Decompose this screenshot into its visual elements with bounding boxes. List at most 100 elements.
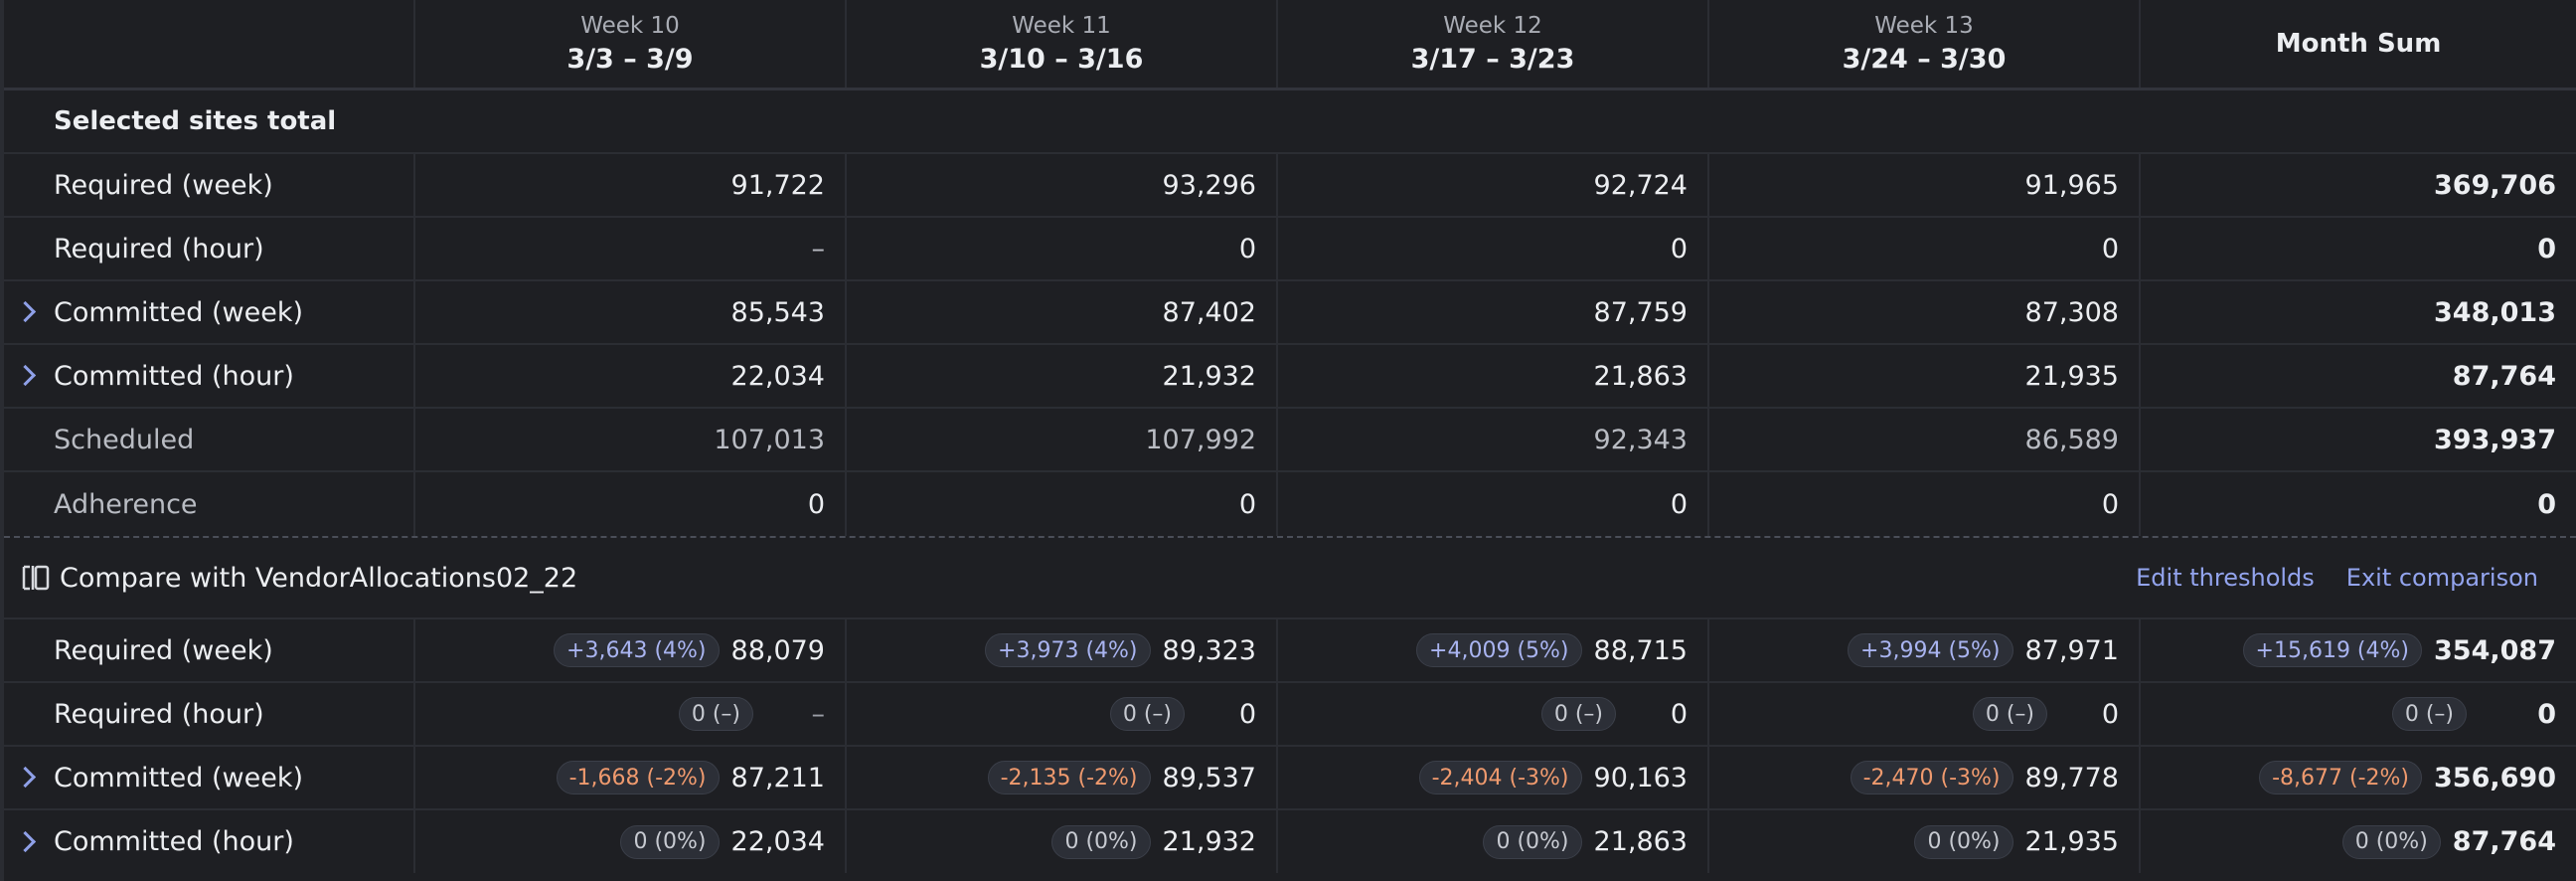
delta-badge: -8,677 (-2%) [2259, 761, 2423, 794]
header-month-sum: Month Sum [2141, 0, 2576, 88]
compare-value: 89,323 [1162, 634, 1256, 666]
row-label: Required (hour) [4, 218, 415, 279]
table-cell: 0 [1709, 218, 2141, 279]
comparison-actions: Edit thresholds Exit comparison [2136, 564, 2538, 592]
expandable-row-label[interactable]: Committed (week) [4, 281, 415, 343]
week-range: 3/3 – 3/9 [566, 44, 694, 75]
table-cell: 0 [415, 472, 847, 536]
exit-comparison-link[interactable]: Exit comparison [2345, 564, 2538, 592]
row-label-text: Committed (week) [54, 296, 303, 328]
table-row-committed-hour: Committed (hour) 22,034 21,932 21,863 21… [4, 345, 2576, 409]
table-cell: 0 [847, 472, 1278, 536]
table-row-scheduled: Scheduled 107,013 107,992 92,343 86,589 … [4, 409, 2576, 472]
header-corner [4, 0, 415, 88]
table-row-required-week: Required (week) 91,722 93,296 92,724 91,… [4, 154, 2576, 218]
table-cell: 87,402 [847, 281, 1278, 343]
section-title: Selected sites total [4, 90, 2576, 154]
table-cell: 91,965 [1709, 154, 2141, 216]
chevron-right-icon[interactable] [14, 830, 37, 852]
row-label: Required (week) [4, 619, 415, 681]
delta-badge: 0 (0%) [1483, 824, 1582, 859]
month-sum-cell: 348,013 [2434, 296, 2556, 328]
table-cell: 21,863 [1278, 345, 1709, 407]
expandable-row-label[interactable]: Committed (hour) [4, 345, 415, 407]
row-label: Scheduled [4, 409, 415, 470]
table-row-committed-week: Committed (week) 85,543 87,402 87,759 87… [4, 281, 2576, 345]
edit-thresholds-link[interactable]: Edit thresholds [2136, 564, 2315, 592]
compare-cell: -1,668 (-2%) 87,211 [415, 747, 847, 808]
compare-row-required-week: Required (week) +3,643 (4%) 88,079 +3,973… [4, 619, 2576, 683]
compare-sum-cell: -8,677 (-2%) 356,690 [2141, 747, 2576, 808]
delta-badge: 0 (–) [1540, 697, 1616, 731]
row-label-text: Committed (hour) [54, 826, 294, 857]
week-range: 3/10 – 3/16 [979, 44, 1144, 75]
delta-badge: 0 (–) [1109, 697, 1185, 731]
table-cell: 86,589 [1709, 409, 2141, 470]
week-label: Week 11 [1012, 13, 1111, 39]
delta-badge: +4,009 (5%) [1416, 633, 1582, 667]
row-label: Adherence [4, 472, 415, 536]
header-week-11: Week 11 3/10 – 3/16 [847, 0, 1278, 88]
table-row-required-hour: Required (hour) – 0 0 0 0 [4, 218, 2576, 281]
chevron-right-icon[interactable] [14, 364, 37, 387]
compare-cell: 0 (–) – [415, 683, 847, 745]
week-range: 3/24 – 3/30 [1842, 44, 2007, 75]
compare-value: 88,079 [730, 634, 825, 666]
comparison-bar: Compare with VendorAllocations02_22 Edit… [4, 536, 2576, 619]
delta-badge: 0 (0%) [1914, 824, 2013, 859]
table-cell: – [415, 218, 847, 279]
delta-badge: +3,994 (5%) [1848, 633, 2013, 667]
row-label: Required (hour) [4, 683, 415, 745]
compare-value: – [811, 698, 826, 730]
delta-badge: -1,668 (-2%) [556, 761, 720, 794]
delta-badge: -2,404 (-3%) [1418, 761, 1582, 794]
compare-cell: -2,135 (-2%) 89,537 [847, 747, 1278, 808]
compare-cell: 0 (0%) 21,863 [1278, 810, 1709, 873]
chevron-right-icon[interactable] [14, 766, 37, 789]
row-label: Required (week) [4, 154, 415, 216]
month-sum-cell: 0 [2537, 488, 2556, 520]
table-cell: 21,932 [847, 345, 1278, 407]
table-cell: 0 [1278, 472, 1709, 536]
table-cell: 0 [1709, 472, 2141, 536]
table-cell: 87,759 [1278, 281, 1709, 343]
delta-badge: -2,135 (-2%) [987, 761, 1151, 794]
compare-value: 0 [2537, 698, 2556, 730]
compare-cell: 0 (0%) 22,034 [415, 810, 847, 873]
header-row: Week 10 3/3 – 3/9 Week 11 3/10 – 3/16 We… [4, 0, 2576, 90]
delta-badge: +15,619 (4%) [2242, 633, 2423, 667]
table-cell: 107,013 [415, 409, 847, 470]
row-label-text: Committed (week) [54, 762, 303, 793]
compare-value: 356,690 [2434, 762, 2556, 793]
table-cell: 91,722 [415, 154, 847, 216]
table-cell: 22,034 [415, 345, 847, 407]
delta-badge: 0 (–) [2391, 697, 2467, 731]
compare-cell: +4,009 (5%) 88,715 [1278, 619, 1709, 681]
table-row-adherence: Adherence 0 0 0 0 0 [4, 472, 2576, 536]
month-sum-cell: 0 [2537, 233, 2556, 264]
compare-cell: +3,973 (4%) 89,323 [847, 619, 1278, 681]
row-label-text: Committed (hour) [54, 360, 294, 392]
compare-value: 22,034 [730, 826, 825, 857]
header-week-12: Week 12 3/17 – 3/23 [1278, 0, 1709, 88]
delta-badge: +3,973 (4%) [985, 633, 1151, 667]
week-range: 3/17 – 3/23 [1410, 44, 1575, 75]
compare-row-committed-week: Committed (week) -1,668 (-2%) 87,211 -2,1… [4, 747, 2576, 810]
compare-value: 0 [1238, 698, 1256, 730]
expandable-row-label[interactable]: Committed (hour) [4, 810, 415, 873]
month-sum-cell: 393,937 [2434, 424, 2556, 455]
month-sum-cell: 87,764 [2452, 360, 2556, 392]
month-sum-cell: 369,706 [2434, 169, 2556, 201]
compare-value: 90,163 [1593, 762, 1688, 793]
compare-cell: 0 (0%) 21,935 [1709, 810, 2141, 873]
table-cell: 21,935 [1709, 345, 2141, 407]
chevron-right-icon[interactable] [14, 300, 37, 323]
compare-value: 21,863 [1593, 826, 1688, 857]
delta-badge: 0 (0%) [2341, 824, 2441, 859]
delta-badge: +3,643 (4%) [554, 633, 720, 667]
header-week-10: Week 10 3/3 – 3/9 [415, 0, 847, 88]
expandable-row-label[interactable]: Committed (week) [4, 747, 415, 808]
table-cell: 92,343 [1278, 409, 1709, 470]
table-cell: 92,724 [1278, 154, 1709, 216]
